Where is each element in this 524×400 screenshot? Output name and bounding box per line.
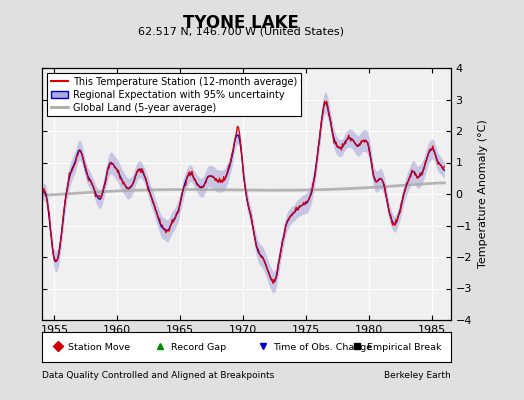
Text: Empirical Break: Empirical Break bbox=[367, 342, 441, 352]
Y-axis label: Temperature Anomaly (°C): Temperature Anomaly (°C) bbox=[477, 120, 487, 268]
Text: 62.517 N, 146.700 W (United States): 62.517 N, 146.700 W (United States) bbox=[138, 26, 344, 36]
Text: Data Quality Controlled and Aligned at Breakpoints: Data Quality Controlled and Aligned at B… bbox=[42, 371, 274, 380]
Text: Station Move: Station Move bbox=[69, 342, 130, 352]
Text: Time of Obs. Change: Time of Obs. Change bbox=[273, 342, 372, 352]
Text: Record Gap: Record Gap bbox=[171, 342, 226, 352]
Legend: This Temperature Station (12-month average), Regional Expectation with 95% uncer: This Temperature Station (12-month avera… bbox=[47, 73, 301, 116]
Text: TYONE LAKE: TYONE LAKE bbox=[183, 14, 299, 32]
Text: Berkeley Earth: Berkeley Earth bbox=[384, 371, 451, 380]
